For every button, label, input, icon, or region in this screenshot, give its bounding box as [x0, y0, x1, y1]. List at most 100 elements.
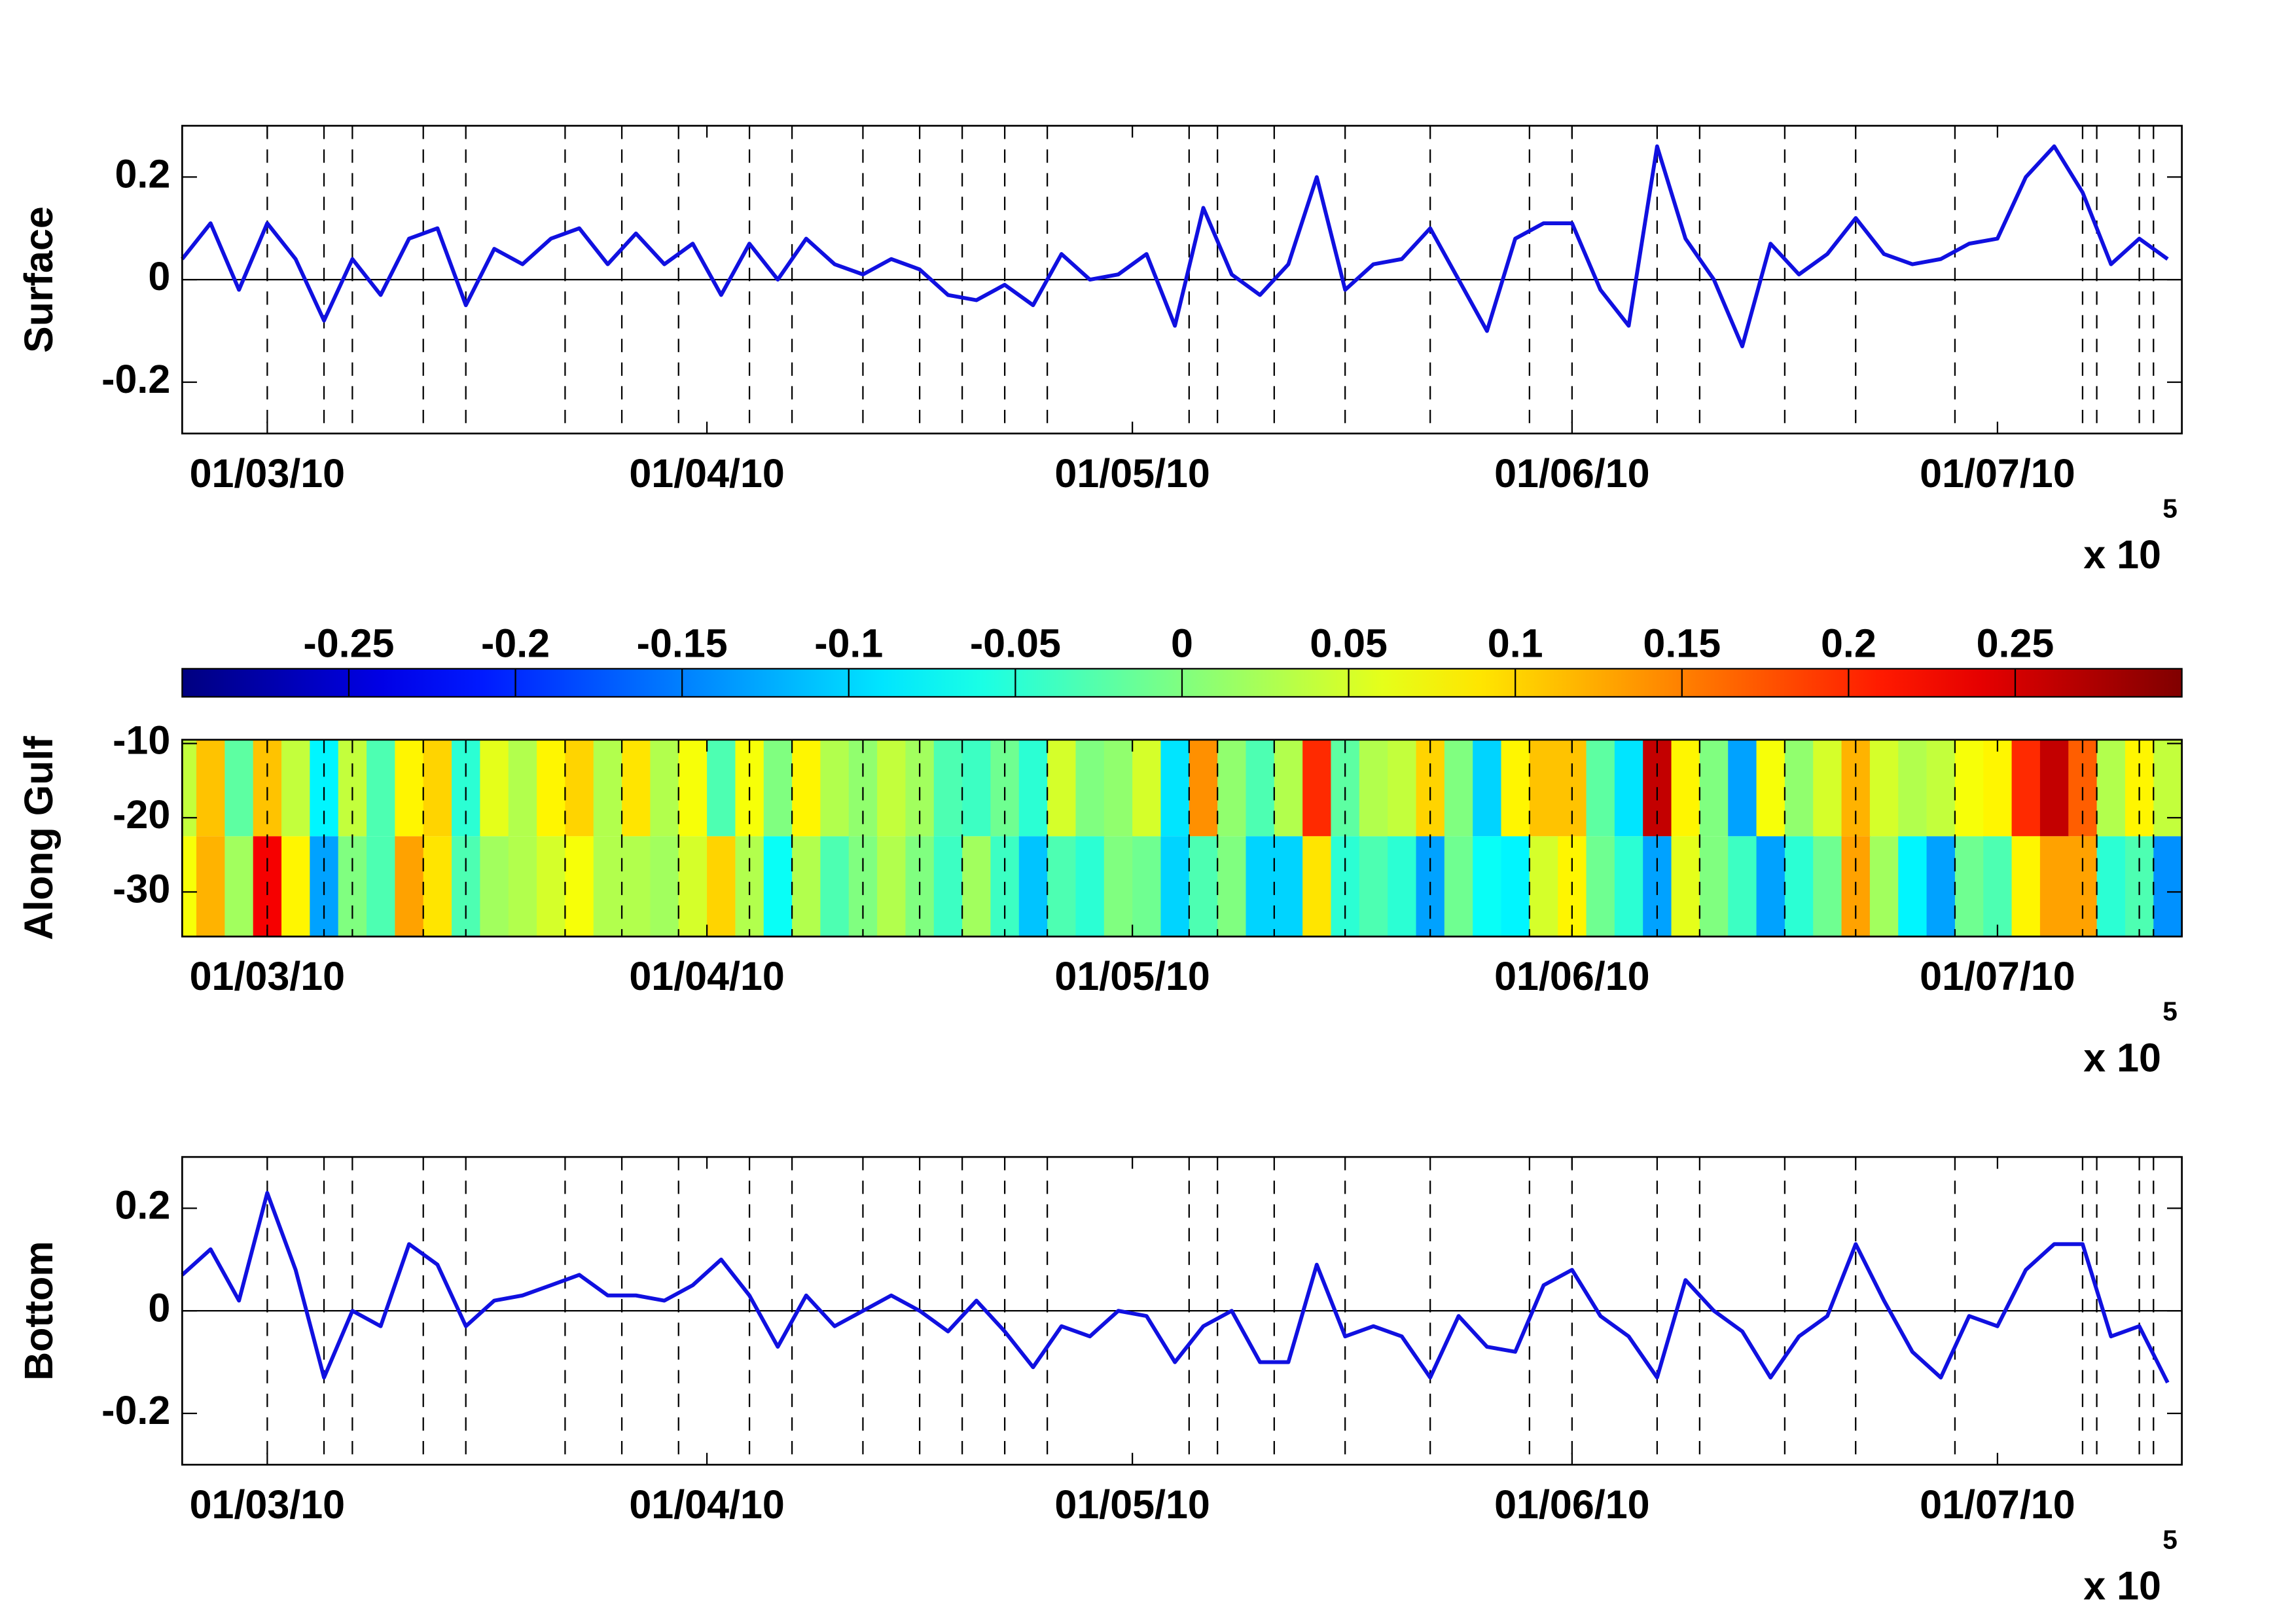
heat-cell	[1898, 739, 1928, 837]
x-tick-label: 01/03/10	[190, 954, 345, 998]
x-exponent: 5	[2162, 1524, 2178, 1554]
heat-cell	[1501, 739, 1531, 837]
heat-cell	[792, 739, 821, 837]
x-tick-label: 01/04/10	[629, 954, 784, 998]
heat-cell	[196, 836, 226, 937]
x-tick-label: 01/07/10	[1920, 1482, 2075, 1527]
heat-cell	[1756, 739, 1786, 837]
x-exponent: 5	[2162, 493, 2178, 523]
panel	[181, 1157, 2182, 1465]
heat-cell	[877, 836, 906, 937]
y-tick-label: 0	[148, 1285, 170, 1330]
heat-cell	[1671, 739, 1701, 837]
heat-cell	[367, 836, 396, 937]
heat-cell	[877, 739, 906, 837]
heat-cell	[281, 836, 311, 937]
x-tick-label: 01/06/10	[1494, 954, 1649, 998]
heat-cell	[367, 739, 396, 837]
heat-cell	[1444, 739, 1474, 837]
heat-cell	[480, 739, 510, 837]
heat-cell	[1359, 739, 1389, 837]
heat-cell	[763, 836, 793, 937]
heat-cell	[1671, 836, 1701, 937]
heat-cell	[1075, 836, 1105, 937]
heat-cell	[1473, 836, 1502, 937]
heat-cell	[508, 836, 538, 937]
heat-cell	[1160, 836, 1191, 937]
heat-cell	[1302, 836, 1332, 937]
heat-cell	[1018, 739, 1049, 837]
axes-box	[181, 739, 2183, 938]
x-tick-label: 01/07/10	[1920, 451, 2075, 496]
y-tick-label: 0	[148, 254, 170, 299]
heat-cell	[1954, 739, 1984, 837]
heat-cell	[1103, 739, 1134, 837]
heat-cell	[763, 739, 793, 837]
heat-cell	[1784, 739, 1814, 837]
heat-cell	[1728, 836, 1757, 937]
heat-cell	[182, 739, 198, 837]
heat-cell	[1954, 836, 1984, 937]
heat-cell	[962, 739, 992, 837]
y-axis-label: Bottom	[16, 1241, 61, 1380]
heat-cell	[678, 739, 708, 837]
x-tick-label: 01/03/10	[190, 451, 345, 496]
heat-cell	[1444, 836, 1474, 937]
heat-cell	[1302, 739, 1332, 837]
heat-cell	[1614, 836, 1644, 937]
x-multiplier: x 10	[2083, 1563, 2161, 1608]
heat-cell	[1047, 739, 1077, 837]
heat-cell	[281, 739, 311, 837]
y-tick-label: 0.2	[115, 152, 170, 196]
heat-cell	[678, 836, 708, 937]
colorbar-tick-label: 0.25	[1977, 621, 2054, 666]
y-axis-label: Surface	[16, 206, 61, 353]
heat-cell	[1869, 836, 1899, 937]
series-line	[181, 144, 2169, 348]
heat-cell	[1813, 739, 1842, 837]
y-tick-label: 0.2	[115, 1183, 170, 1228]
heat-cell	[423, 836, 453, 937]
heat-cell	[1189, 836, 1219, 937]
x-multiplier: x 10	[2083, 1035, 2161, 1080]
colorbar-tick-label: -0.25	[303, 621, 394, 666]
heat-cell	[1217, 836, 1247, 937]
heat-cell	[1784, 836, 1814, 937]
heat-cell	[1756, 836, 1786, 937]
x-tick-label: 01/04/10	[629, 451, 784, 496]
heat-cell	[1728, 739, 1757, 837]
heat-cell	[650, 836, 680, 937]
colorbar-tick-label: 0.2	[1821, 621, 1876, 666]
heat-cell	[2011, 836, 2041, 937]
heat-cell	[1388, 836, 1417, 937]
heat-cell	[2153, 836, 2183, 937]
heat-cell	[395, 836, 425, 937]
heat-cell	[1047, 836, 1077, 937]
heat-cell	[707, 739, 736, 837]
colorbar-tick-label: 0	[1171, 621, 1193, 666]
heat-cell	[1501, 836, 1531, 937]
y-axis-label: Along Gulf	[16, 736, 61, 940]
heat-cell	[1699, 836, 1729, 937]
x-exponent: 5	[2162, 996, 2178, 1027]
panel	[181, 126, 2182, 434]
y-tick-label: -0.2	[101, 357, 170, 401]
heat-cell	[2153, 739, 2183, 837]
heat-cell	[593, 836, 623, 937]
heat-cell	[1529, 739, 1559, 837]
x-tick-label: 01/05/10	[1054, 1482, 1210, 1527]
heat-cell	[1699, 739, 1729, 837]
heat-cell	[1160, 739, 1191, 837]
heat-cell	[224, 739, 255, 837]
x-multiplier: x 10	[2083, 532, 2161, 577]
heat-cell	[182, 836, 198, 937]
heat-cell	[593, 739, 623, 837]
heat-cell	[1983, 836, 2013, 937]
heat-cell	[1898, 836, 1928, 937]
colorbar-tick-label: -0.05	[970, 621, 1061, 666]
heat-cell	[820, 836, 850, 937]
heat-cell	[707, 836, 736, 937]
colorbar-tick-label: 0.05	[1310, 621, 1388, 666]
heat-cell	[792, 836, 821, 937]
